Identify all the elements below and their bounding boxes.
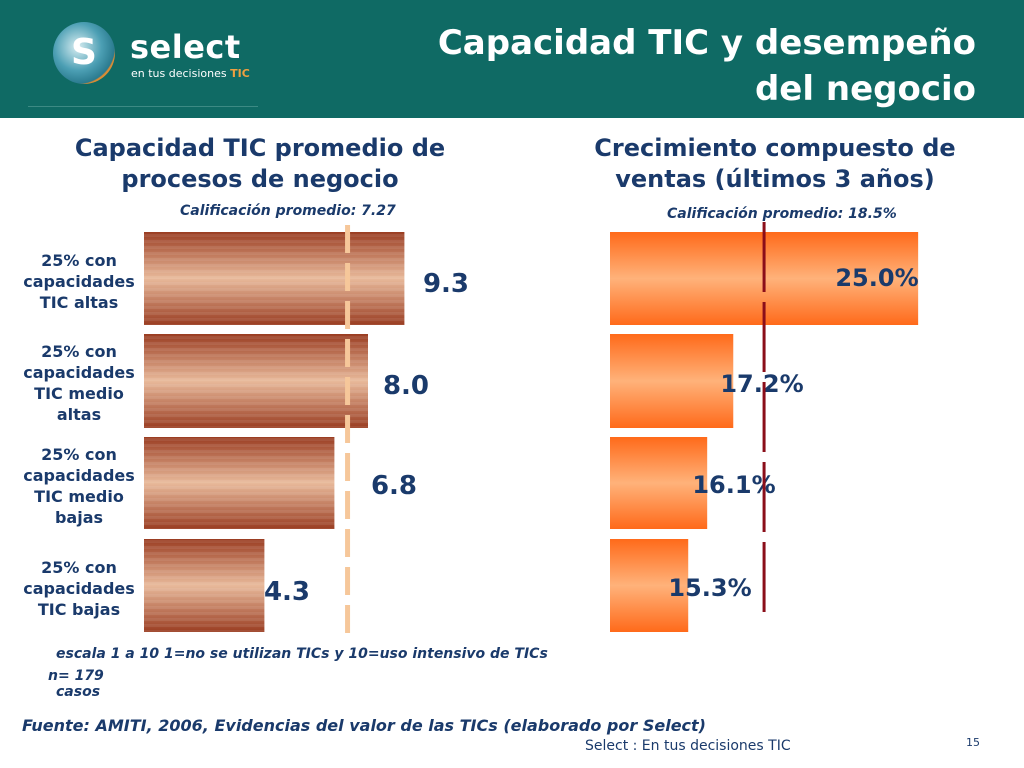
logo-tagline: en tus decisiones TIC (131, 67, 250, 80)
left-chart-title-line2: procesos de negocio (121, 165, 399, 193)
sample-size-note: n= 179 casos (48, 668, 104, 700)
header-bar: S select en tus decisiones TIC Capacidad… (0, 0, 1024, 118)
left-chart-title: Capacidad TIC promedio de procesos de ne… (40, 133, 480, 195)
footer-text: Select : En tus decisiones TIC (585, 738, 791, 754)
category-label-medium-low: 25% con capacidades TIC medio bajas (23, 445, 135, 527)
slide-title-line2: del negocio (754, 69, 976, 109)
slide-title: Capacidad TIC y desempeño del negocio (376, 20, 976, 112)
left-chart-title-line1: Capacidad TIC promedio de (74, 134, 446, 162)
page-number: 15 (966, 736, 980, 749)
right-chart-title-line1: Crecimiento compuesto de (594, 134, 956, 162)
logo-underline (28, 106, 258, 107)
source-citation: Fuente: AMITI, 2006, Evidencias del valo… (22, 716, 706, 735)
sales-growth-value-label-1: 25.0% (835, 264, 918, 292)
ict-capability-value-label-1: 9.3 (423, 269, 469, 299)
sales-growth-bar-2 (610, 334, 734, 428)
ict-capability-value-label-2: 8.0 (383, 371, 429, 401)
left-average-label: Calificación promedio: 7.27 (180, 203, 396, 219)
bar-texture-3 (144, 437, 335, 529)
slide-title-line1: Capacidad TIC y desempeño (437, 23, 976, 63)
bar-texture-1 (144, 232, 405, 325)
bar-texture-2 (144, 334, 368, 428)
sales-growth-bar-4 (610, 539, 689, 632)
bar-texture-4 (144, 539, 265, 632)
logo-wordmark: select (130, 28, 241, 66)
sales-growth-value-label-4: 15.3% (668, 574, 751, 602)
right-chart-title-line2: ventas (últimos 3 años) (615, 165, 935, 193)
sales-growth-bar-3 (610, 437, 708, 529)
right-chart-title: Crecimiento compuesto de ventas (últimos… (555, 133, 995, 195)
logo-tagline-accent: TIC (230, 67, 250, 80)
right-average-label: Calificación promedio: 18.5% (667, 206, 897, 222)
sales-growth-value-label-3: 16.1% (692, 471, 775, 499)
category-label-low: 25% con capacidades TIC bajas (23, 558, 135, 619)
category-label-high: 25% con capacidades TIC altas (23, 251, 135, 312)
category-label-medium-high: 25% con capacidades TIC medio altas (23, 342, 135, 424)
select-logo-icon (53, 22, 115, 84)
ict-capability-value-label-4: 4.3 (264, 577, 310, 607)
scale-note: escala 1 a 10 1=no se utilizan TICs y 10… (56, 646, 548, 662)
logo-s-glyph: S (71, 32, 97, 73)
sales-growth-value-label-2: 17.2% (720, 370, 803, 398)
ict-capability-value-label-3: 6.8 (371, 471, 417, 501)
